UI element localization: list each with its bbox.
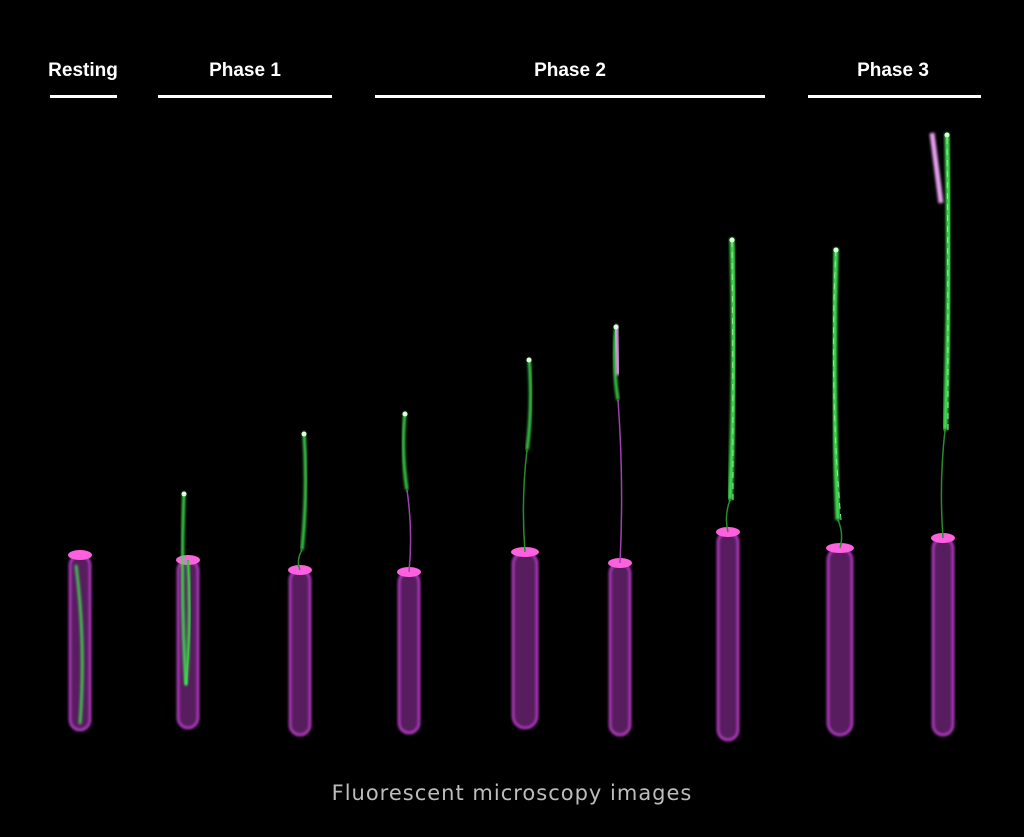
filament-tip-dot xyxy=(301,431,307,437)
filament xyxy=(831,247,841,521)
filament-tip xyxy=(929,132,944,204)
filament xyxy=(180,491,188,686)
filament xyxy=(942,132,952,431)
filament-stalk xyxy=(725,499,731,533)
cell-body xyxy=(397,570,421,735)
filament-tip-dot xyxy=(944,132,950,138)
group-bar-phase-1 xyxy=(158,95,332,98)
filament xyxy=(525,357,533,451)
filament-braid xyxy=(832,247,842,521)
filament-tip-dot xyxy=(833,247,839,253)
filament-tip-dot xyxy=(729,237,735,243)
filament-tip-dot xyxy=(613,324,619,330)
filament-stalk xyxy=(940,429,946,539)
cell-body xyxy=(931,536,955,737)
group-label-resting: Resting xyxy=(48,60,118,81)
group-label-phase-1: Phase 1 xyxy=(209,60,281,81)
filament-braid xyxy=(731,237,734,501)
filament xyxy=(74,564,84,725)
group-bar-resting xyxy=(50,95,117,98)
cell-cap xyxy=(68,550,92,560)
cell-body xyxy=(608,561,632,737)
filament-stalk xyxy=(522,449,528,553)
filament-tip xyxy=(614,324,620,376)
group-bar-phase-3 xyxy=(808,95,981,98)
cell-body xyxy=(288,568,312,737)
group-bar-phase-2 xyxy=(375,95,765,98)
filament xyxy=(300,431,308,551)
figure-caption: Fluorescent microscopy images xyxy=(331,781,693,805)
filament-stalk xyxy=(617,399,623,564)
filament xyxy=(401,411,409,491)
filament-tip-dot xyxy=(181,491,187,497)
cell-body xyxy=(826,546,854,737)
filament-tip-dot xyxy=(526,357,532,363)
filament xyxy=(727,237,737,501)
group-label-phase-3: Phase 3 xyxy=(857,60,929,81)
filament-inner xyxy=(184,559,191,686)
filament-stalk xyxy=(406,489,412,573)
filament-stalk xyxy=(837,519,843,549)
filament-stalk xyxy=(297,549,303,571)
filament-tip-dot xyxy=(402,411,408,417)
cell-body xyxy=(511,550,539,730)
cell-body xyxy=(716,530,740,742)
group-label-phase-2: Phase 2 xyxy=(534,60,606,81)
filament-braid xyxy=(946,132,949,431)
